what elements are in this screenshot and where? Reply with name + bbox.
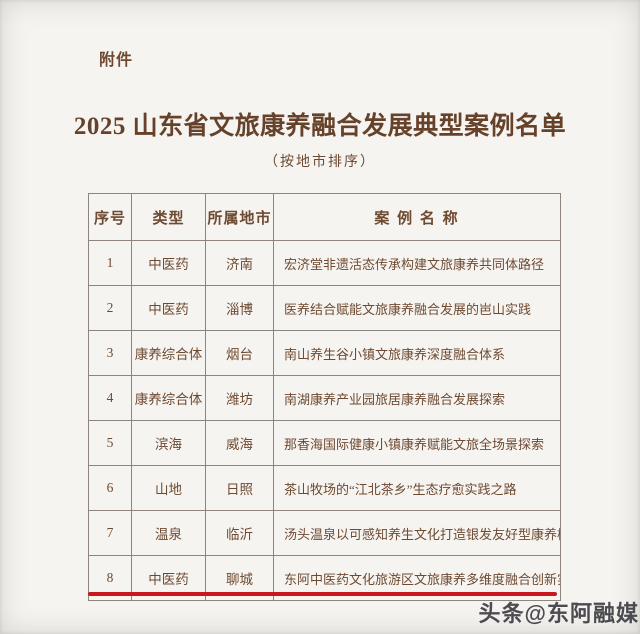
cell-city: 威海 — [205, 420, 274, 466]
column-header-case-name: 案 例 名 称 — [273, 193, 561, 241]
cell-case-name: 宏济堂非遗活态传承构建文旅康养共同体路径 — [273, 240, 561, 286]
cell-case-name: 南湖康养产业园旅居康养融合发展探索 — [273, 375, 561, 421]
cell-city: 潍坊 — [205, 375, 274, 421]
cell-no: 2 — [88, 285, 132, 331]
attachment-label: 附件 — [99, 52, 134, 69]
cell-no: 7 — [88, 510, 132, 556]
table-row: 6 山地 日照 茶山牧场的“江北茶乡”生态疗愈实践之路 — [88, 465, 561, 511]
cell-city: 临沂 — [205, 510, 274, 556]
cell-city: 济南 — [205, 240, 274, 286]
cell-type: 滨海 — [131, 420, 206, 466]
page-subtitle: （按地市排序） — [264, 155, 376, 170]
cell-no: 3 — [88, 330, 132, 376]
table-row: 2 中医药 淄博 医养结合赋能文旅康养融合发展的岜山实践 — [88, 285, 561, 331]
cell-type: 中医药 — [131, 240, 206, 286]
cell-type: 康养综合体 — [131, 375, 206, 421]
column-header-type: 类型 — [131, 193, 206, 241]
cell-no: 6 — [88, 465, 132, 511]
highlight-underline — [88, 592, 557, 596]
cell-city: 淄博 — [205, 285, 274, 331]
cell-type: 温泉 — [131, 510, 206, 556]
cell-case-name: 医养结合赋能文旅康养融合发展的岜山实践 — [273, 285, 561, 331]
cell-city: 烟台 — [205, 330, 274, 376]
cell-city: 日照 — [205, 465, 274, 511]
cell-case-name: 汤头温泉以可感知养生文化打造银发友好型康养模式 — [273, 510, 561, 556]
cell-case-name: 茶山牧场的“江北茶乡”生态疗愈实践之路 — [273, 465, 561, 511]
cell-type: 康养综合体 — [131, 330, 206, 376]
table-header-row: 序号 类型 所属地市 案 例 名 称 — [88, 193, 561, 241]
cell-case-name: 南山养生谷小镇文旅康养深度融合体系 — [273, 330, 561, 376]
table-row: 1 中医药 济南 宏济堂非遗活态传承构建文旅康养共同体路径 — [88, 240, 561, 286]
page-title: 2025 山东省文旅康养融合发展典型案例名单 — [73, 113, 567, 140]
table-row: 5 滨海 威海 那香海国际健康小镇康养赋能文旅全场景探索 — [88, 420, 561, 466]
case-table: 序号 类型 所属地市 案 例 名 称 1 中医药 济南 宏济堂非遗活态传承构建文… — [88, 193, 561, 601]
case-table-container: 序号 类型 所属地市 案 例 名 称 1 中医药 济南 宏济堂非遗活态传承构建文… — [88, 193, 561, 601]
cell-no: 5 — [88, 420, 132, 466]
cell-no: 1 — [88, 240, 132, 286]
column-header-city: 所属地市 — [205, 193, 274, 241]
cell-no: 4 — [88, 375, 132, 421]
cell-type: 中医药 — [131, 285, 206, 331]
table-row: 4 康养综合体 潍坊 南湖康养产业园旅居康养融合发展探索 — [88, 375, 561, 421]
cell-case-name: 那香海国际健康小镇康养赋能文旅全场景探索 — [273, 420, 561, 466]
table-row: 7 温泉 临沂 汤头温泉以可感知养生文化打造银发友好型康养模式 — [88, 510, 561, 556]
watermark-text: 头条@东阿融媒 — [478, 601, 639, 626]
table-row: 3 康养综合体 烟台 南山养生谷小镇文旅康养深度融合体系 — [88, 330, 561, 376]
cell-type: 山地 — [131, 465, 206, 511]
column-header-no: 序号 — [88, 193, 132, 241]
